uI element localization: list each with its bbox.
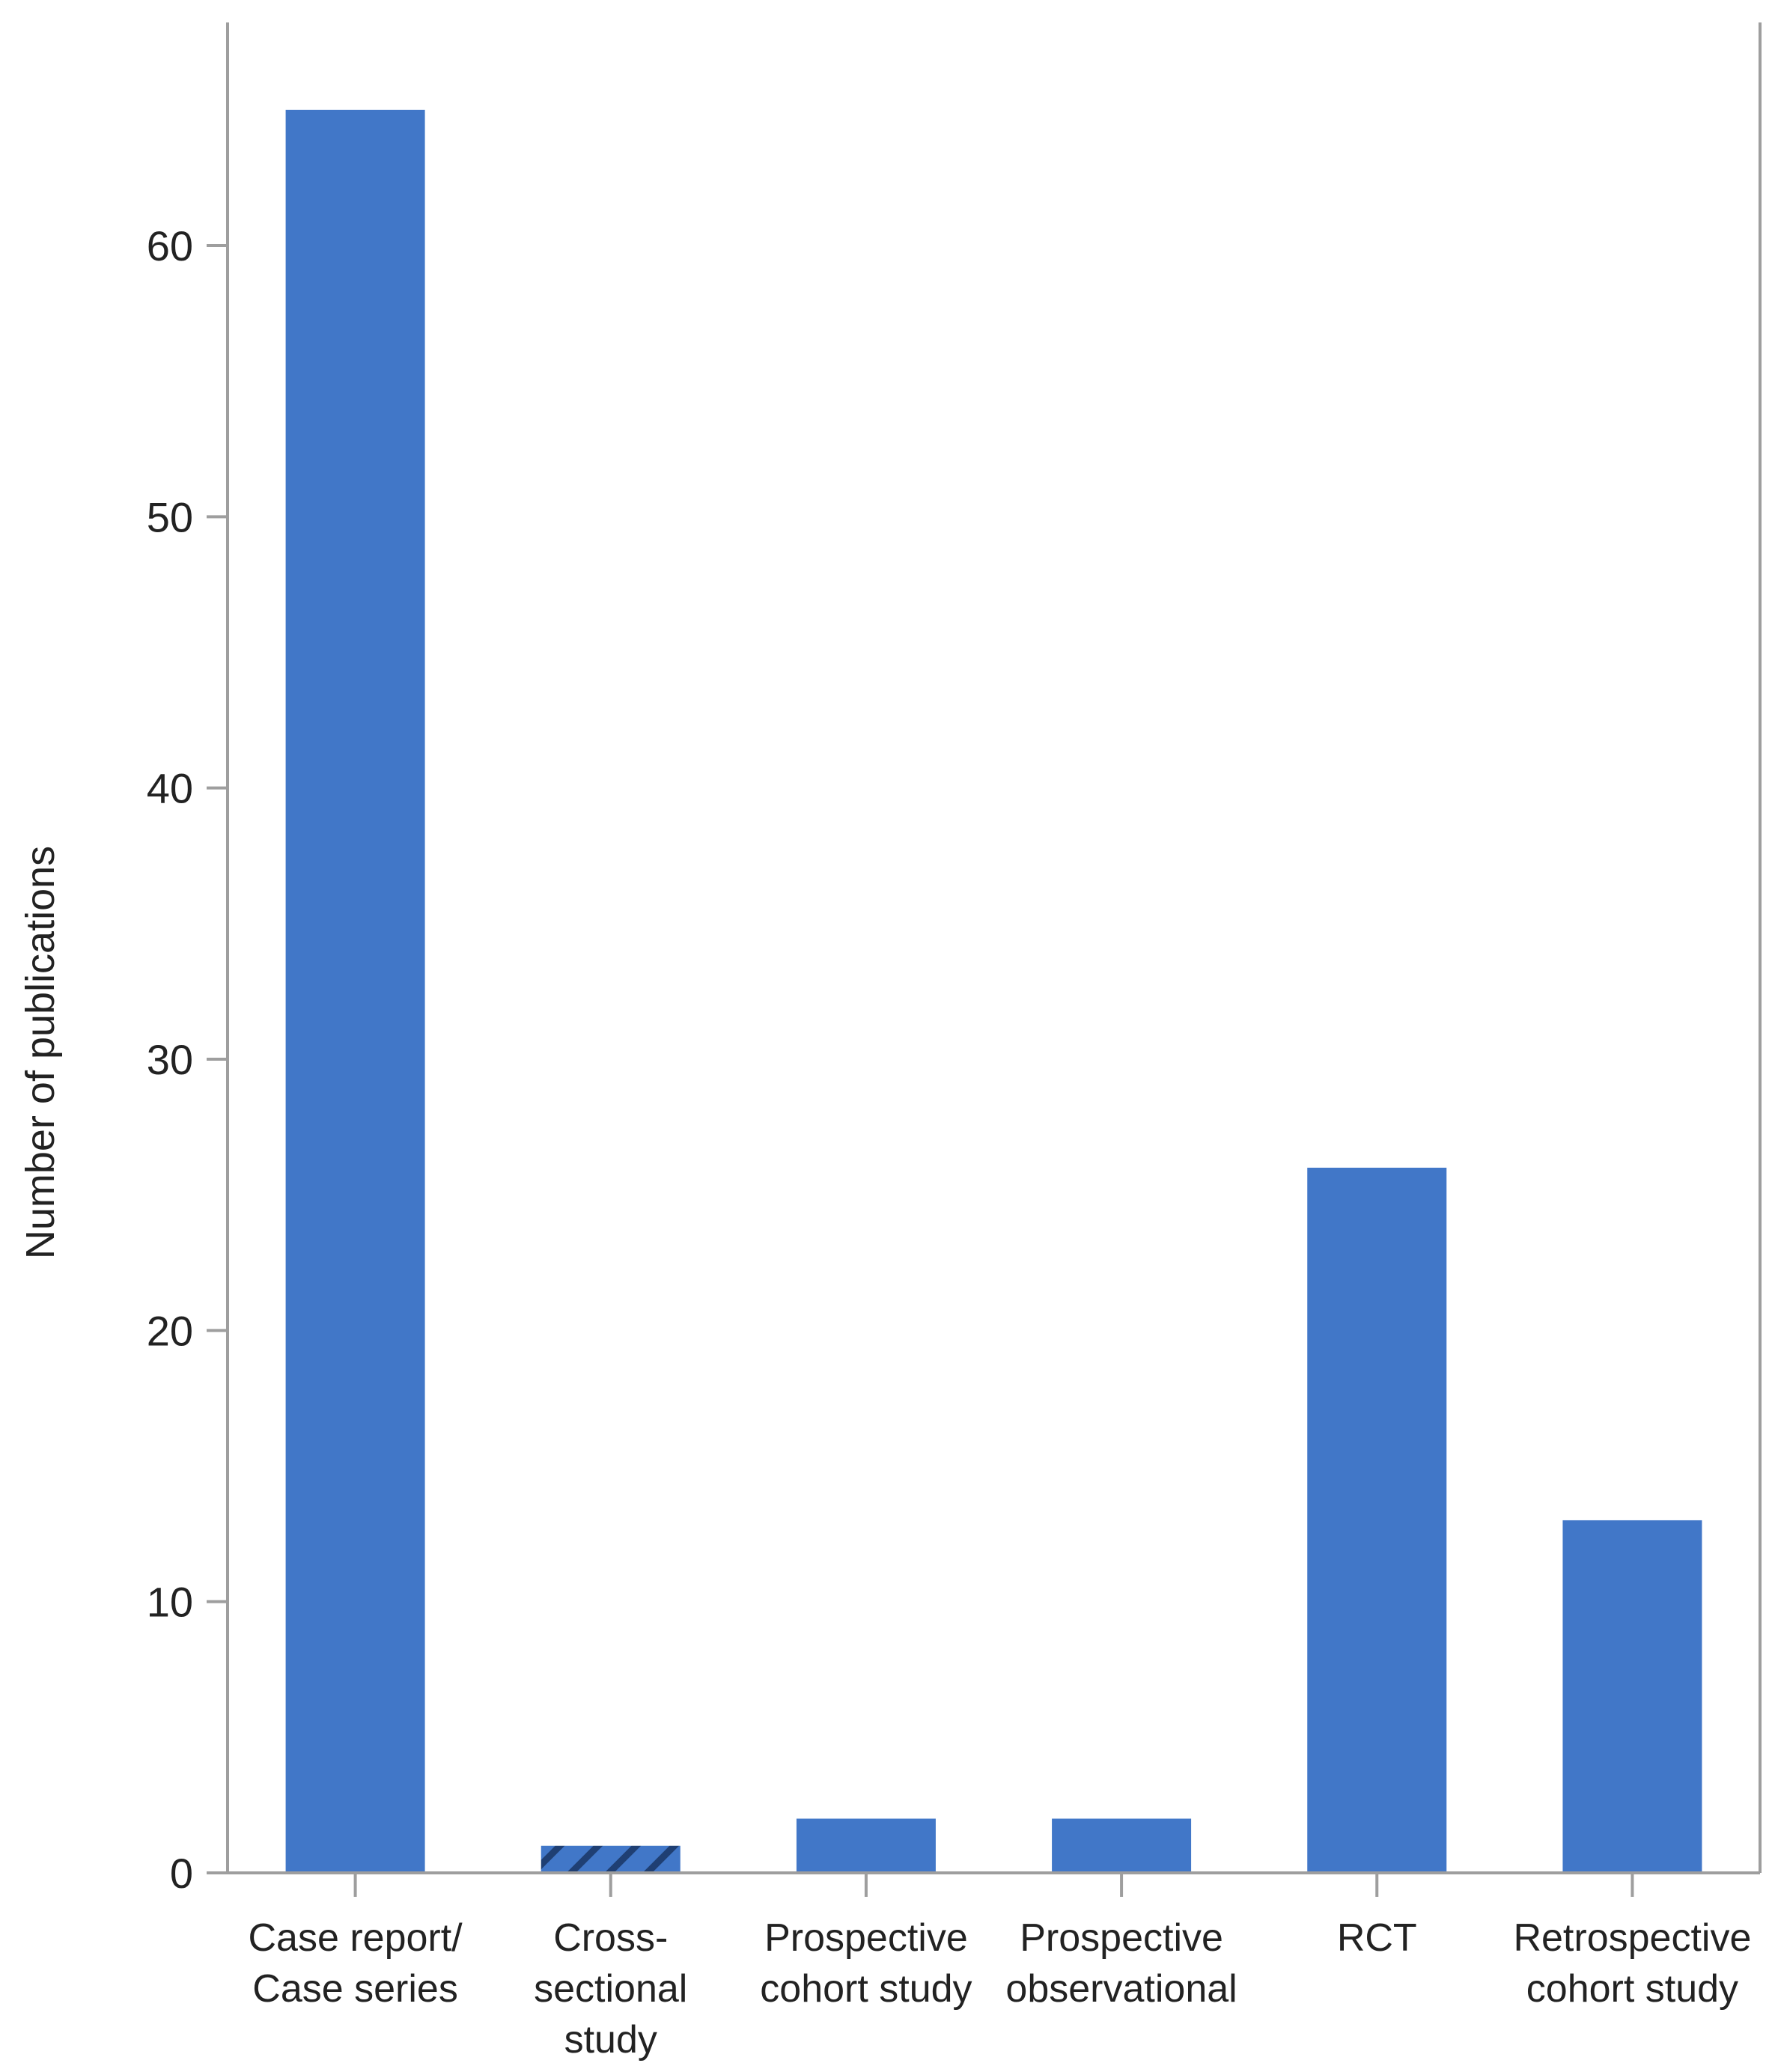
y-tick-label: 0	[170, 1850, 193, 1897]
bar	[541, 1845, 681, 1873]
x-category-label: Prospective observational	[1005, 1916, 1237, 2011]
bar	[796, 1818, 936, 1873]
y-tick-label: 30	[147, 1036, 193, 1083]
y-tick-label: 10	[147, 1579, 193, 1626]
x-category-label: Cross-sectional study	[534, 1916, 687, 2062]
x-category-label: Retrospective cohort study	[1513, 1916, 1751, 2011]
y-axis-title: Number of publications	[18, 846, 63, 1259]
y-axis-ticks: 0 10 20 30 40 50 60	[147, 222, 228, 1897]
bars-group	[285, 109, 1702, 1874]
x-category-label: Prospective cohort study	[760, 1916, 972, 2011]
y-tick-label: 60	[147, 222, 193, 269]
x-axis-ticks: Case report/Case series Cross-sectional st…	[249, 1873, 1751, 2062]
bar	[1562, 1520, 1702, 1873]
y-tick-label: 50	[147, 493, 193, 540]
bar	[1307, 1167, 1447, 1873]
bar	[1052, 1818, 1192, 1873]
bar	[285, 109, 425, 1874]
y-tick-label: 20	[147, 1307, 193, 1354]
x-category-label: RCT	[1337, 1916, 1417, 1960]
y-tick-label: 40	[147, 765, 193, 812]
x-category-label: Case report/Case series	[249, 1916, 463, 2011]
axes-group	[226, 22, 1762, 1874]
